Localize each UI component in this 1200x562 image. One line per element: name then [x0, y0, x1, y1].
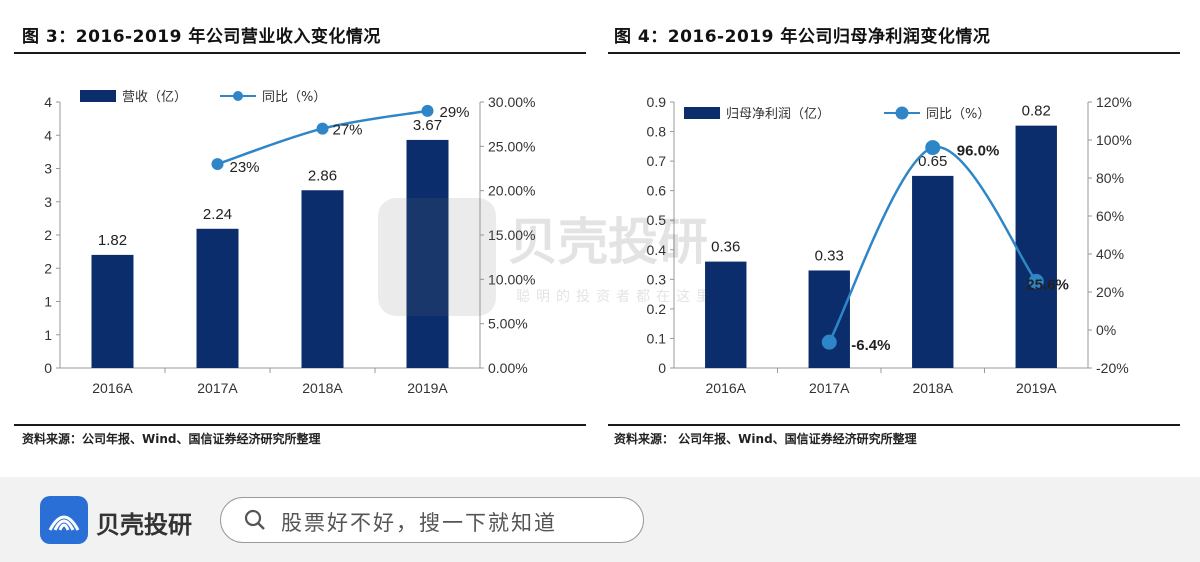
bar	[91, 254, 134, 368]
bar	[808, 270, 850, 368]
search-placeholder: 股票好不好，搜一下就知道	[281, 511, 557, 535]
y-left-tick-label: 0.6	[647, 183, 667, 199]
title-rule	[608, 52, 1180, 54]
y-left-tick-label: 0.8	[647, 124, 667, 140]
x-tick-label: 2016A	[92, 380, 133, 396]
bottom-bar: 贝壳投研 股票好不好，搜一下就知道	[0, 477, 1200, 562]
y-left-tick-label: 4	[44, 127, 52, 143]
y-right-tick-label: 0.00%	[488, 360, 528, 376]
x-tick-label: 2019A	[407, 380, 448, 396]
y-right-tick-label: 5.00%	[488, 316, 528, 332]
y-left-tick-label: 0	[658, 360, 666, 376]
legend-bar-swatch	[80, 90, 116, 102]
x-tick-label: 2016A	[706, 380, 747, 396]
y-left-tick-label: 1	[44, 294, 52, 310]
x-tick-label: 2017A	[809, 380, 850, 396]
y-right-tick-label: 40%	[1096, 246, 1124, 262]
search-input[interactable]: 股票好不好，搜一下就知道	[220, 497, 644, 543]
yoy-point	[925, 140, 941, 156]
brand-logo-icon[interactable]	[40, 496, 88, 544]
line-data-label: -6.4%	[851, 337, 890, 354]
legend-bar-swatch	[684, 107, 720, 119]
bar-data-label: 1.82	[98, 232, 127, 249]
y-right-tick-label: 120%	[1096, 94, 1132, 110]
y-right-tick-label: 80%	[1096, 170, 1124, 186]
legend-bar-label: 营收（亿）	[122, 90, 187, 105]
bar	[705, 261, 747, 368]
y-left-tick-label: 0	[44, 360, 52, 376]
y-left-tick-label: 0.7	[647, 153, 667, 169]
y-right-tick-label: 20.00%	[488, 183, 535, 199]
yoy-point	[821, 334, 837, 350]
legend-bar-label: 归母净利润（亿）	[726, 107, 830, 122]
y-right-tick-label: 0%	[1096, 322, 1116, 338]
y-left-tick-label: 4	[44, 94, 52, 110]
y-left-tick-label: 0.3	[647, 271, 667, 287]
yoy-point	[316, 122, 329, 135]
yoy-point	[211, 158, 224, 171]
legend-line-marker	[233, 91, 243, 101]
y-left-tick-label: 3	[44, 161, 52, 177]
y-left-tick-label: 2	[44, 260, 52, 276]
x-tick-label: 2017A	[197, 380, 238, 396]
source-rule	[14, 424, 586, 426]
legend-line-label: 同比（%）	[262, 90, 326, 105]
y-left-tick-label: 0.1	[647, 330, 667, 346]
source-note: 资料来源： 公司年报、Wind、国信证券经济研究所整理	[614, 432, 917, 446]
search-icon	[244, 509, 265, 530]
net-profit-chart: 0 0.1 0.2 0.3 0.4 0.5 0.6 0.7 0.8 0.9 -20% 0% 20% 40%…	[647, 94, 1132, 396]
bar-data-label: 0.36	[711, 239, 740, 256]
y-right-tick-label: -20%	[1096, 360, 1129, 376]
y-left-tick-label: 0.4	[647, 242, 667, 258]
y-left-tick-label: 1	[44, 327, 52, 343]
yoy-line	[217, 109, 428, 166]
title-rule	[14, 52, 586, 54]
y-right-tick-label: 15.00%	[488, 227, 535, 243]
bar-data-label: 0.33	[815, 247, 844, 264]
line-data-label: 23%	[230, 159, 260, 176]
y-right-tick-label: 10.00%	[488, 271, 535, 287]
y-right-tick-label: 20%	[1096, 284, 1124, 300]
figure-title: 图 4：2016-2019 年公司归母净利润变化情况	[614, 27, 991, 47]
bar-data-label: 0.65	[918, 153, 947, 170]
y-left-tick-label: 0.9	[647, 94, 667, 110]
bar-data-label: 0.82	[1022, 103, 1051, 120]
line-data-label: 27%	[333, 122, 363, 139]
brand-name[interactable]: 贝壳投研	[96, 511, 192, 539]
bar	[301, 190, 344, 368]
revenue-chart: 0 1 1 2 2 3 3 4 4 0.00% 5.00% 10.00% 15.00% 20.00% 25.…	[44, 90, 535, 396]
y-right-tick-label: 25.00%	[488, 138, 535, 154]
x-tick-label: 2018A	[913, 380, 954, 396]
y-left-tick-label: 3	[44, 194, 52, 210]
x-tick-label: 2019A	[1016, 380, 1057, 396]
net-profit-figure: 图 4：2016-2019 年公司归母净利润变化情况 0 0.1 0.2 0.3 0.4…	[604, 0, 1200, 470]
y-right-tick-label: 30.00%	[488, 94, 535, 110]
bar	[406, 139, 449, 368]
y-left-tick-label: 2	[44, 227, 52, 243]
bar	[912, 175, 954, 368]
y-right-tick-label: 60%	[1096, 208, 1124, 224]
line-data-label: 29%	[440, 104, 470, 121]
bar	[196, 228, 239, 368]
source-rule	[608, 424, 1180, 426]
legend-line-label: 同比（%）	[926, 107, 990, 122]
line-data-label: 96.0%	[957, 143, 1000, 160]
bar-data-label: 3.67	[413, 117, 442, 134]
revenue-figure: 图 3：2016-2019 年公司营业收入变化情况 0 1 1 2 2 3 3 4 4 0.00%…	[0, 0, 590, 470]
source-note: 资料来源：公司年报、Wind、国信证券经济研究所整理	[22, 432, 321, 446]
x-tick-label: 2018A	[302, 380, 343, 396]
bar	[1015, 125, 1057, 369]
y-right-tick-label: 100%	[1096, 132, 1132, 148]
bar-data-label: 2.24	[203, 206, 232, 223]
y-left-tick-label: 0.5	[647, 212, 667, 228]
legend-line-marker	[895, 106, 909, 120]
y-left-tick-label: 0.2	[647, 301, 667, 317]
yoy-point	[1028, 273, 1044, 289]
yoy-point	[421, 104, 434, 117]
figure-title: 图 3：2016-2019 年公司营业收入变化情况	[22, 27, 381, 47]
bar-data-label: 2.86	[308, 167, 337, 184]
line-data-label: 25.6%	[1026, 276, 1069, 293]
